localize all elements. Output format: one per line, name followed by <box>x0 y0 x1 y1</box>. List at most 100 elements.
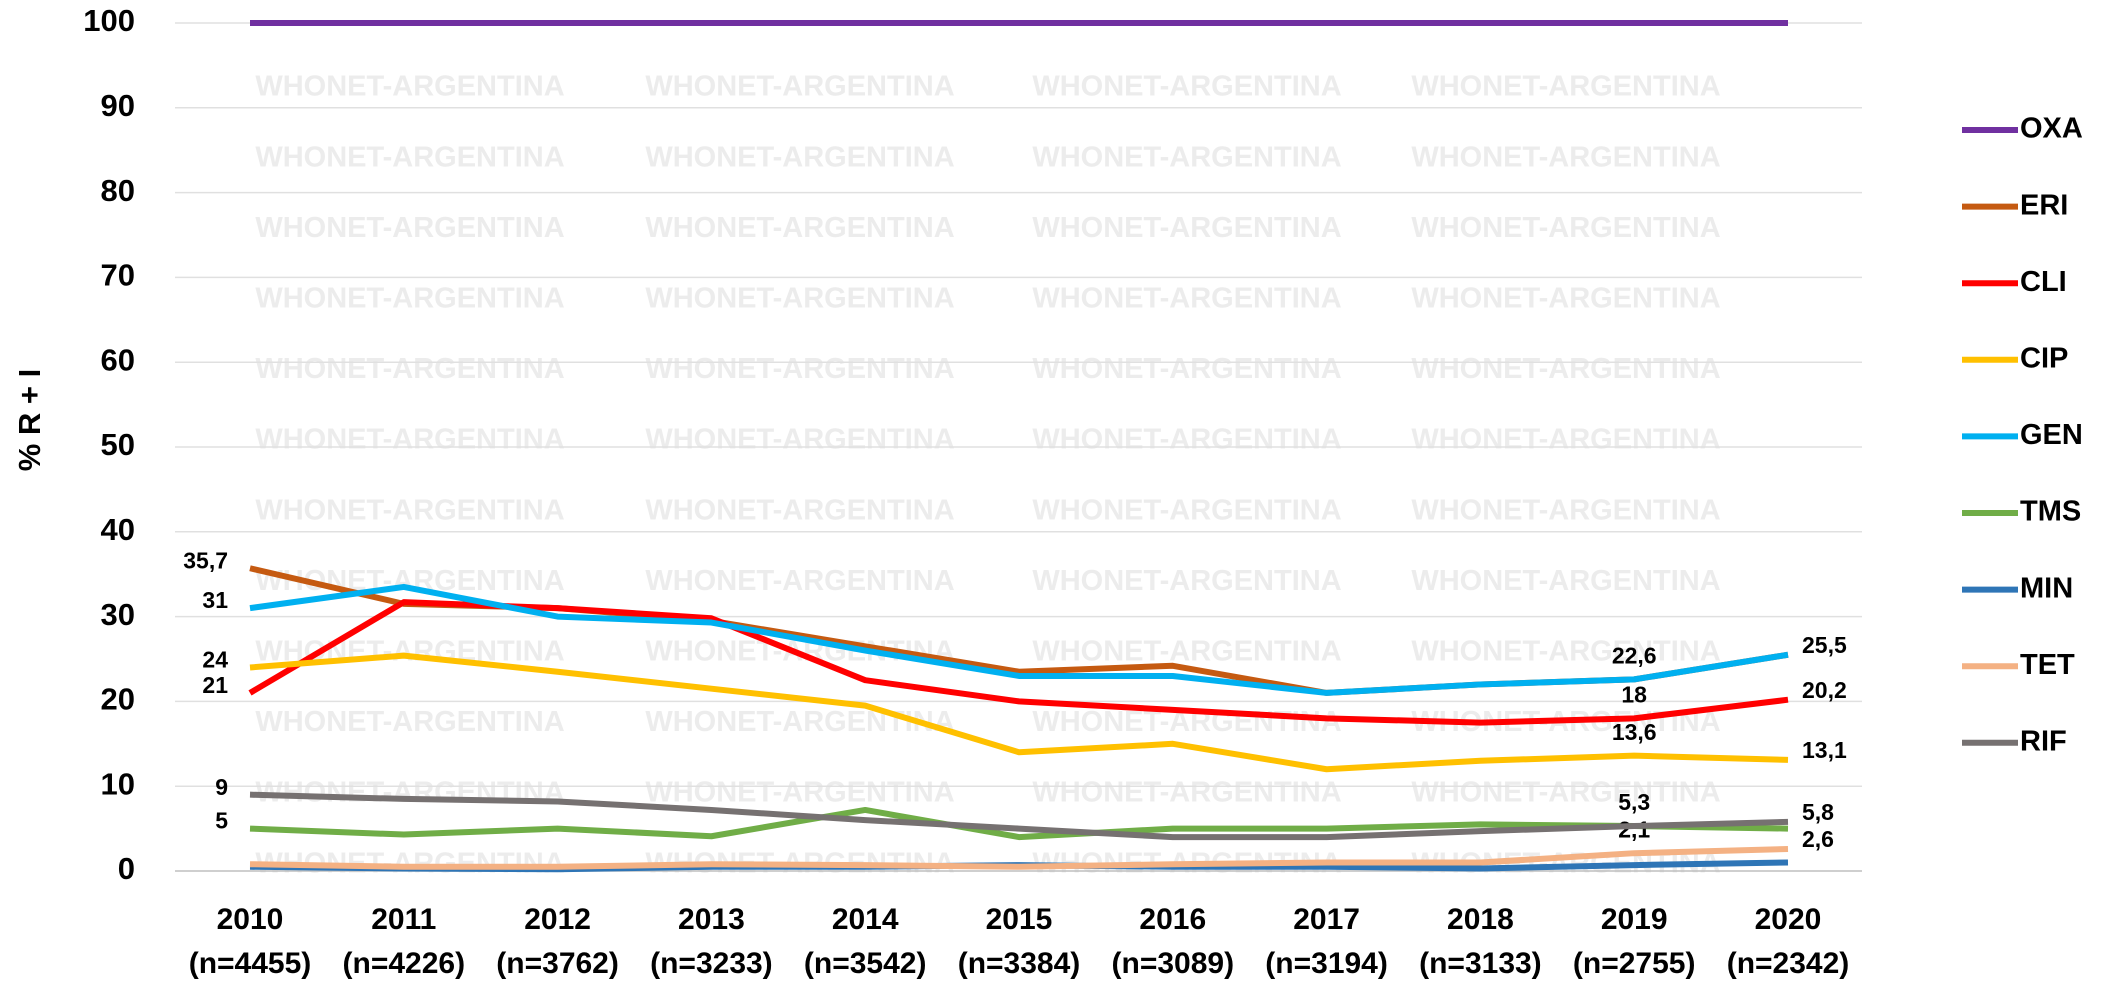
watermark: WHONET-ARGENTINA <box>255 706 564 738</box>
x-tick-label: 2012 <box>524 903 591 936</box>
y-tick-label: 70 <box>101 258 135 293</box>
data-label: 2,6 <box>1802 826 1834 852</box>
data-label: 9 <box>215 774 228 800</box>
watermark: WHONET-ARGENTINA <box>1411 494 1720 526</box>
x-tick-sublabel: (n=2755) <box>1573 947 1696 980</box>
watermark: WHONET-ARGENTINA <box>255 141 564 173</box>
legend-label: TET <box>2020 649 2075 681</box>
y-tick-label: 90 <box>101 88 135 123</box>
legend-label: OXA <box>2020 113 2083 145</box>
data-label: 13,6 <box>1612 719 1657 745</box>
watermark: WHONET-ARGENTINA <box>1411 565 1720 597</box>
data-label: 24 <box>202 647 228 673</box>
x-tick-label: 2020 <box>1755 903 1822 936</box>
x-tick-sublabel: (n=3542) <box>804 947 927 980</box>
y-tick-label: 50 <box>101 427 135 462</box>
data-label: 18 <box>1621 681 1647 707</box>
watermark: WHONET-ARGENTINA <box>645 565 954 597</box>
x-tick-label: 2017 <box>1293 903 1360 936</box>
watermark: WHONET-ARGENTINA <box>1032 424 1341 456</box>
series-line <box>249 583 1789 696</box>
y-tick-label: 60 <box>101 342 135 377</box>
watermark: WHONET-ARGENTINA <box>1411 424 1720 456</box>
y-tick-label: 80 <box>101 173 135 208</box>
data-label: 31 <box>202 587 228 613</box>
data-label: 5 <box>215 808 228 834</box>
legend-label: CIP <box>2020 342 2068 374</box>
watermark: WHONET-ARGENTINA <box>255 494 564 526</box>
legend-label: GEN <box>2020 419 2083 451</box>
y-tick-label: 10 <box>101 766 135 801</box>
watermark: WHONET-ARGENTINA <box>255 353 564 385</box>
legend-label: RIF <box>2020 725 2067 757</box>
watermark: WHONET-ARGENTINA <box>1411 777 1720 809</box>
watermark: WHONET-ARGENTINA <box>645 141 954 173</box>
watermark: WHONET-ARGENTINA <box>255 424 564 456</box>
watermark: WHONET-ARGENTINA <box>1032 635 1341 667</box>
y-tick-label: 0 <box>118 851 135 886</box>
watermark: WHONET-ARGENTINA <box>1411 71 1720 103</box>
x-tick-sublabel: (n=3089) <box>1112 947 1235 980</box>
x-tick-label: 2015 <box>986 903 1053 936</box>
data-label: 5,3 <box>1618 789 1650 815</box>
x-tick-sublabel: (n=4226) <box>343 947 466 980</box>
watermark: WHONET-ARGENTINA <box>645 424 954 456</box>
x-tick-label: 2011 <box>371 903 436 936</box>
watermark: WHONET-ARGENTINA <box>1032 777 1341 809</box>
x-tick-label: 2018 <box>1447 903 1514 936</box>
series-line <box>249 806 1789 841</box>
y-tick-label: 40 <box>101 512 135 547</box>
legend-label: ERI <box>2020 189 2068 221</box>
watermark: WHONET-ARGENTINA <box>1411 212 1720 244</box>
x-tick-label: 2010 <box>217 903 284 936</box>
x-tick-sublabel: (n=3133) <box>1419 947 1542 980</box>
watermark: WHONET-ARGENTINA <box>255 212 564 244</box>
legend-label: CLI <box>2020 266 2067 298</box>
y-tick-label: 100 <box>83 3 135 38</box>
watermark: WHONET-ARGENTINA <box>645 212 954 244</box>
y-tick-label: 20 <box>101 682 135 717</box>
x-tick-sublabel: (n=3194) <box>1265 947 1388 980</box>
data-label: 5,8 <box>1802 799 1834 825</box>
watermark: WHONET-ARGENTINA <box>1032 353 1341 385</box>
watermark: WHONET-ARGENTINA <box>645 494 954 526</box>
x-tick-label: 2016 <box>1139 903 1206 936</box>
data-label: 20,2 <box>1802 677 1847 703</box>
x-tick-sublabel: (n=3233) <box>650 947 773 980</box>
data-label: 13,1 <box>1802 737 1847 763</box>
watermark: WHONET-ARGENTINA <box>645 706 954 738</box>
x-tick-sublabel: (n=3384) <box>958 947 1081 980</box>
y-tick-label: 30 <box>101 597 135 632</box>
watermark: WHONET-ARGENTINA <box>255 71 564 103</box>
watermark: WHONET-ARGENTINA <box>255 777 564 809</box>
watermark: WHONET-ARGENTINA <box>255 282 564 314</box>
watermark: WHONET-ARGENTINA <box>645 353 954 385</box>
watermark: WHONET-ARGENTINA <box>1032 494 1341 526</box>
x-tick-label: 2013 <box>678 903 745 936</box>
watermark: WHONET-ARGENTINA <box>1411 353 1720 385</box>
series-line <box>249 791 1789 841</box>
data-label: 25,5 <box>1802 632 1847 658</box>
series-line <box>249 845 1789 870</box>
series-line <box>249 652 1789 773</box>
watermark: WHONET-ARGENTINA <box>645 282 954 314</box>
x-tick-label: 2019 <box>1601 903 1668 936</box>
watermark: WHONET-ARGENTINA <box>1032 565 1341 597</box>
watermark: WHONET-ARGENTINA <box>645 777 954 809</box>
x-tick-sublabel: (n=3762) <box>496 947 619 980</box>
x-tick-sublabel: (n=2342) <box>1727 947 1850 980</box>
watermark: WHONET-ARGENTINA <box>1032 212 1341 244</box>
watermark: WHONET-ARGENTINA <box>1411 282 1720 314</box>
y-axis-label: % R + I <box>12 369 47 472</box>
data-label: 21 <box>202 672 228 698</box>
data-label: 22,6 <box>1612 642 1657 668</box>
watermark: WHONET-ARGENTINA <box>1032 71 1341 103</box>
watermark: WHONET-ARGENTINA <box>645 71 954 103</box>
watermark: WHONET-ARGENTINA <box>1411 635 1720 667</box>
watermark: WHONET-ARGENTINA <box>1032 282 1341 314</box>
x-tick-sublabel: (n=4455) <box>189 947 312 980</box>
data-label: 35,7 <box>183 547 228 573</box>
legend-label: TMS <box>2020 496 2081 528</box>
legend-label: MIN <box>2020 572 2073 604</box>
